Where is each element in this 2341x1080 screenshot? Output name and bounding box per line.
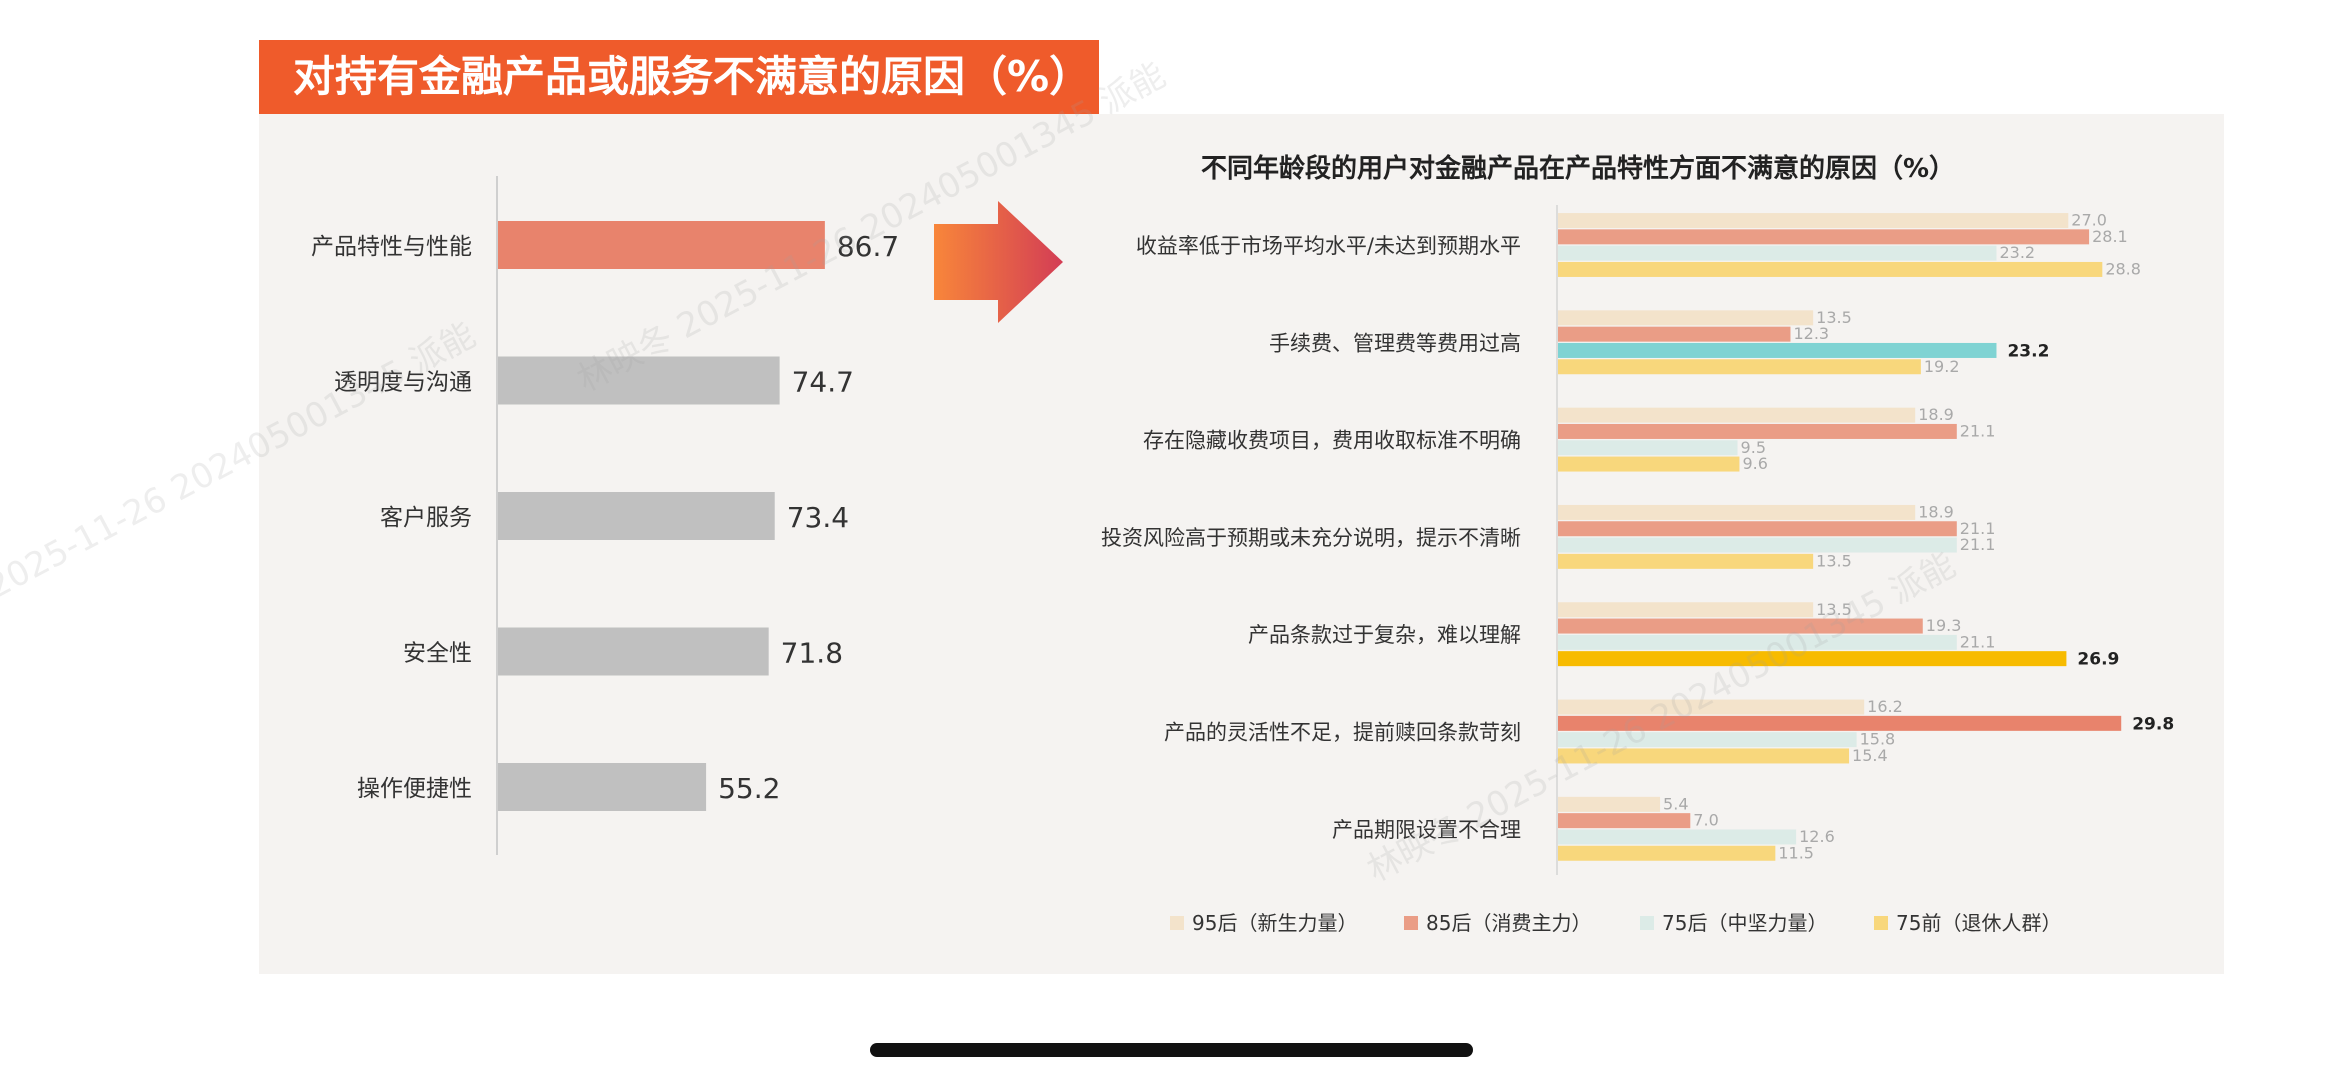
bar [1558, 537, 1957, 553]
bar [1558, 748, 1850, 764]
value-label: 19.3 [1926, 616, 1962, 635]
category-label: 透明度与沟通 [334, 370, 472, 396]
bar [1558, 699, 1865, 715]
value-label: 55.2 [718, 772, 780, 805]
category-label: 产品特性与性能 [311, 234, 472, 260]
value-label: 7.0 [1693, 811, 1718, 830]
legend-label: 75后（中坚力量） [1662, 911, 1827, 935]
value-label: 12.6 [1799, 827, 1835, 846]
value-label: 28.8 [2105, 259, 2141, 278]
age-group-reasons-chart: 不同年龄段的用户对金融产品在产品特性方面不满意的原因（%） 收益率低于市场平均水… [1101, 153, 2174, 875]
bar [1558, 618, 1923, 634]
category-label: 客户服务 [380, 505, 472, 531]
value-label: 15.8 [1860, 730, 1896, 749]
legend-label: 85后（消费主力） [1426, 911, 1591, 935]
bar [1558, 845, 1776, 861]
value-label: 73.4 [787, 501, 849, 534]
bar [1558, 732, 1857, 748]
bar [1558, 423, 1957, 439]
value-label: 23.2 [1999, 243, 2035, 262]
value-label: 9.6 [1742, 454, 1767, 473]
bar [1558, 261, 2103, 277]
bar [1558, 504, 1916, 520]
report-title: 对持有金融产品或服务不满意的原因（%） [293, 52, 1092, 101]
legend-label: 95后（新生力量） [1192, 911, 1357, 935]
bar [498, 356, 780, 405]
value-label: 23.2 [2007, 341, 2049, 361]
bar [498, 221, 825, 269]
category-label: 存在隐藏收费项目，费用收取标准不明确 [1143, 429, 1521, 453]
value-label: 28.1 [2092, 227, 2128, 246]
category-label: 产品条款过于复杂，难以理解 [1248, 623, 1521, 647]
category-label: 操作便捷性 [357, 776, 472, 802]
bar [1558, 553, 1814, 569]
value-label: 12.3 [1793, 324, 1829, 343]
bar [1558, 440, 1738, 456]
value-label: 86.7 [837, 230, 899, 263]
bar [1558, 813, 1691, 829]
value-label: 9.5 [1741, 438, 1766, 457]
bar [1558, 602, 1814, 618]
value-label: 13.5 [1816, 551, 1852, 570]
category-label: 产品期限设置不合理 [1332, 818, 1521, 842]
bar [1558, 310, 1814, 326]
category-label: 手续费、管理费等费用过高 [1269, 331, 1521, 355]
bar [1558, 521, 1957, 537]
legend-label: 75前（退休人群） [1896, 911, 2061, 935]
chart-legend: 95后（新生力量） 85后（消费主力） 75后（中坚力量） 75前（退休人群） [1170, 911, 2061, 935]
value-label: 15.4 [1852, 746, 1888, 765]
category-label: 投资风险高于预期或未充分说明，提示不清晰 [1101, 526, 1521, 550]
bar [1558, 326, 1791, 342]
value-label: 19.2 [1924, 357, 1960, 376]
legend-swatch [1404, 916, 1418, 930]
category-label: 收益率低于市场平均水平/未达到预期水平 [1136, 234, 1521, 258]
category-label: 产品的灵活性不足，提前赎回条款苛刻 [1164, 721, 1521, 745]
bar [1558, 456, 1740, 472]
value-label: 29.8 [2132, 714, 2174, 734]
legend-swatch [1170, 916, 1184, 930]
bar [1558, 796, 1661, 812]
category-label: 安全性 [403, 641, 472, 667]
value-label: 13.5 [1816, 600, 1852, 619]
bar [498, 492, 775, 540]
value-label: 71.8 [781, 637, 843, 670]
overall-reasons-chart: 产品特性与性能 86.7 透明度与沟通 74.7 客户服务 73.4 安全性 71.8 操作便捷… [311, 176, 899, 855]
bar [1558, 829, 1797, 845]
bar [1558, 407, 1916, 423]
bar [498, 763, 707, 811]
value-label: 5.4 [1663, 794, 1688, 813]
bar [1558, 359, 1921, 375]
transition-arrow-icon [934, 201, 1063, 323]
bar [1558, 342, 1997, 358]
right-chart-title: 不同年龄段的用户对金融产品在产品特性方面不满意的原因（%） [1201, 153, 1955, 184]
value-label: 21.1 [1960, 632, 1996, 651]
value-label: 74.7 [792, 366, 854, 399]
value-label: 18.9 [1918, 502, 1954, 521]
value-label: 21.1 [1960, 519, 1996, 538]
value-label: 16.2 [1867, 697, 1903, 716]
legend-swatch [1640, 916, 1654, 930]
bar [1558, 651, 2067, 667]
legend-swatch [1874, 916, 1888, 930]
value-label: 26.9 [2077, 650, 2119, 670]
value-label: 11.5 [1778, 843, 1814, 862]
value-label: 27.0 [2071, 211, 2107, 230]
value-label: 21.1 [1960, 535, 1996, 554]
bar [1558, 213, 2069, 229]
value-label: 18.9 [1918, 405, 1954, 424]
report-title-banner: 对持有金融产品或服务不满意的原因（%） [259, 40, 1099, 114]
bar [1558, 634, 1957, 650]
home-indicator[interactable] [870, 1043, 1473, 1057]
bar [1558, 715, 2122, 731]
bar [498, 627, 769, 676]
value-label: 21.1 [1960, 421, 1996, 440]
bar [1558, 229, 2090, 245]
value-label: 13.5 [1816, 308, 1852, 327]
bar [1558, 245, 1997, 261]
